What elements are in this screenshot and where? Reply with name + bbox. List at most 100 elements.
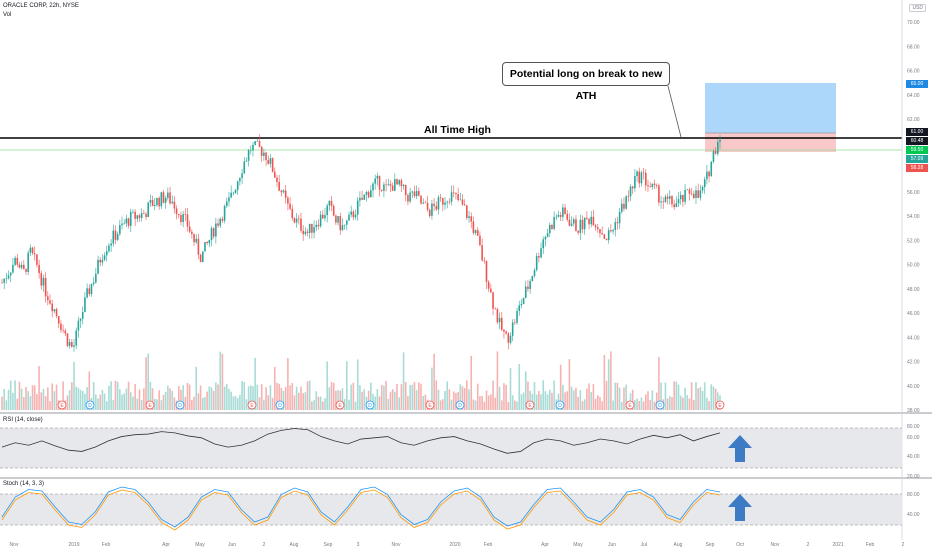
volume-bar — [184, 396, 187, 410]
candle-body — [487, 281, 490, 289]
candle-body — [337, 216, 339, 223]
volume-bar — [653, 401, 656, 410]
candle-body — [391, 185, 394, 191]
volume-bar — [291, 383, 294, 410]
candle-body — [352, 211, 355, 218]
price-tick: 44.00 — [907, 335, 920, 341]
volume-bar — [634, 400, 636, 410]
candle-body — [579, 219, 582, 233]
volume-bar — [23, 397, 25, 410]
earnings-marker[interactable] — [655, 400, 665, 410]
trade-note[interactable]: Potential long on break to new ATH — [502, 62, 670, 102]
volume-bar — [164, 391, 167, 410]
earnings-marker[interactable] — [247, 400, 257, 410]
volume-bar — [483, 401, 486, 410]
candle-body — [308, 223, 311, 233]
target-zone — [705, 83, 836, 133]
volume-bar — [25, 387, 27, 410]
rsi-label[interactable]: RSI (14, close) — [3, 417, 43, 423]
candle-body — [114, 230, 117, 240]
candle-body — [273, 171, 276, 178]
candle-body — [466, 205, 468, 218]
candle-body — [356, 200, 359, 215]
candle-body — [197, 238, 200, 255]
earnings-marker[interactable] — [275, 400, 285, 410]
earnings-marker[interactable] — [425, 400, 435, 410]
candle-body — [79, 318, 82, 321]
earnings-marker[interactable] — [455, 400, 465, 410]
volume-bar — [298, 392, 300, 410]
volume-bar — [129, 392, 132, 410]
volume-bar — [197, 393, 200, 410]
volume-bar — [520, 394, 523, 410]
volume-bar — [158, 390, 160, 410]
candle-body — [23, 264, 25, 269]
candle-body — [315, 224, 318, 228]
volume-bar — [245, 399, 248, 410]
rsi-up-arrow — [728, 435, 752, 462]
volume-bar — [339, 390, 342, 410]
volume-bar — [572, 390, 575, 410]
candle-body — [631, 186, 634, 189]
earnings-marker[interactable] — [525, 400, 535, 410]
earnings-marker[interactable] — [365, 400, 375, 410]
earnings-marker[interactable] — [85, 400, 95, 410]
candle-body — [119, 225, 121, 235]
volume-bar — [505, 384, 507, 410]
volume-bar — [413, 382, 416, 410]
earnings-marker[interactable] — [57, 400, 67, 410]
symbol-title[interactable]: ORACLE CORP, 22h, NYSE — [3, 3, 79, 9]
volume-bar — [361, 391, 363, 410]
time-tick: Nov — [10, 542, 19, 548]
candle-body — [158, 197, 160, 207]
volume-bar — [284, 386, 287, 410]
candle-body — [476, 230, 479, 236]
volume-bar — [524, 371, 527, 410]
volume-bar — [658, 357, 660, 410]
volume-bar — [644, 394, 647, 410]
volume-bar — [675, 381, 678, 410]
volume-bar — [677, 384, 680, 410]
candle-body — [25, 268, 27, 272]
stoch-k-line — [1, 486, 721, 528]
stoch-label[interactable]: Stoch (14, 3, 3) — [3, 481, 45, 487]
candle-body — [249, 150, 252, 151]
volume-bar — [348, 399, 350, 410]
stoch-up-arrow — [728, 494, 752, 521]
price-tick: 38.00 — [907, 408, 920, 414]
candle-body — [186, 214, 189, 227]
volume-bar — [324, 398, 326, 410]
volume-bar — [225, 384, 228, 410]
candle-body — [147, 202, 150, 218]
volume-bar — [411, 384, 414, 410]
volume-bar — [280, 387, 283, 410]
candle-body — [206, 241, 208, 244]
earnings-marker[interactable] — [175, 400, 185, 410]
candle-body — [44, 277, 47, 297]
volume-bar — [223, 386, 226, 410]
candle-body — [225, 201, 228, 206]
volume-bar — [53, 391, 56, 410]
candle-body — [389, 184, 392, 186]
candle-body — [655, 185, 658, 186]
price-tick: 54.00 — [907, 214, 920, 220]
earnings-marker-label: E — [148, 403, 152, 409]
candle-body — [258, 141, 261, 147]
volume-bar — [500, 400, 503, 410]
earnings-marker[interactable] — [625, 400, 635, 410]
earnings-marker[interactable] — [335, 400, 345, 410]
candle-body — [1, 282, 3, 284]
volume-bar — [212, 390, 215, 410]
candle-body — [193, 233, 195, 243]
currency-badge[interactable]: USD — [909, 4, 926, 12]
candle-body — [620, 203, 623, 212]
volume-bar — [47, 387, 49, 410]
volume-bar — [193, 396, 195, 410]
price-tick: 52.00 — [907, 238, 920, 244]
earnings-marker[interactable] — [555, 400, 565, 410]
candle-body — [468, 216, 470, 218]
earnings-marker[interactable] — [145, 400, 155, 410]
earnings-marker[interactable] — [715, 400, 725, 410]
candle-body — [215, 223, 217, 237]
